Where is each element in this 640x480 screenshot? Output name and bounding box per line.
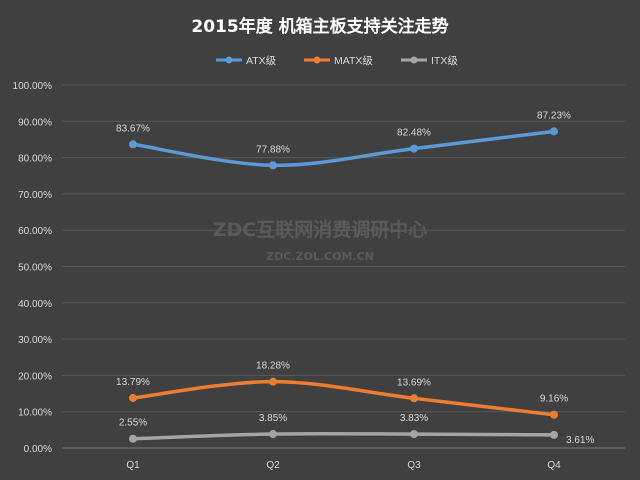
x-tick-label: Q1	[126, 460, 140, 471]
data-point	[410, 430, 418, 439]
data-label: 3.61%	[566, 435, 594, 446]
data-point	[550, 410, 558, 419]
series-3: 2.55% 3.85% 3.83% 3.61%	[119, 413, 595, 446]
watermark-line2: ZDC.ZOL.COM.CN	[266, 250, 374, 263]
y-tick-label: 90.00%	[18, 117, 52, 128]
y-tick-label: 10.00%	[18, 408, 52, 419]
data-point	[129, 140, 137, 149]
x-tick-label: Q3	[407, 460, 421, 471]
data-point	[410, 144, 418, 153]
data-label: 18.28%	[256, 361, 290, 372]
y-tick-label: 20.00%	[18, 371, 52, 382]
y-tick-label: 70.00%	[18, 190, 52, 201]
y-tick-label: 30.00%	[18, 335, 52, 346]
legend-swatch-marker	[313, 56, 321, 64]
series-group: 83.67% 77.88% 82.48% 87.23% 13.79% 18.28% 13.6…	[116, 110, 594, 446]
data-point	[269, 161, 277, 170]
chart-title: 2015年度 机箱主板支持关注走势	[191, 16, 448, 37]
data-label: 2.55%	[119, 418, 147, 429]
watermark-line1: ZDC互联网消费调研中心	[213, 218, 428, 241]
data-point	[129, 434, 137, 443]
series-line	[131, 379, 556, 417]
x-tick-label: Q4	[547, 460, 561, 471]
legend-swatch-marker	[225, 56, 233, 64]
data-point	[269, 430, 277, 439]
legend-swatch-marker	[410, 56, 418, 64]
data-point	[129, 393, 137, 402]
y-tick-label: 0.00%	[24, 444, 52, 455]
data-label: 87.23%	[537, 110, 571, 121]
data-label: 3.83%	[400, 413, 428, 424]
y-tick-label: 80.00%	[18, 154, 52, 165]
legend-label: ATX级	[246, 55, 277, 67]
y-axis: 0.00% 10.00% 20.00% 30.00% 40.00% 50.00% 60.00…	[13, 81, 53, 455]
data-point	[550, 127, 558, 136]
y-tick-label: 40.00%	[18, 299, 52, 310]
legend-label: ITX级	[431, 55, 458, 67]
data-point	[550, 430, 558, 439]
data-label: 77.88%	[256, 144, 290, 155]
y-tick-label: 100.00%	[13, 81, 53, 92]
x-tick-label: Q2	[266, 460, 280, 471]
data-label: 83.67%	[116, 123, 150, 134]
data-label: 13.69%	[397, 377, 431, 388]
y-tick-label: 50.00%	[18, 263, 52, 274]
data-point	[269, 377, 277, 386]
x-axis: Q1 Q2 Q3 Q4	[126, 460, 561, 471]
series-1: 83.67% 77.88% 82.48% 87.23%	[116, 110, 571, 170]
legend: ATX级 MATX级 ITX级	[216, 55, 458, 67]
legend-label: MATX级	[334, 55, 373, 67]
y-tick-label: 60.00%	[18, 226, 52, 237]
data-point	[410, 394, 418, 403]
data-label: 82.48%	[397, 128, 431, 139]
series-line	[131, 431, 556, 441]
watermark: ZDC互联网消费调研中心 ZDC.ZOL.COM.CN	[213, 218, 428, 263]
data-label: 3.85%	[259, 413, 287, 424]
data-label: 9.16%	[540, 394, 568, 405]
data-label: 13.79%	[116, 377, 150, 388]
series-line	[131, 129, 556, 168]
series-2: 13.79% 18.28% 13.69% 9.16%	[116, 361, 568, 419]
